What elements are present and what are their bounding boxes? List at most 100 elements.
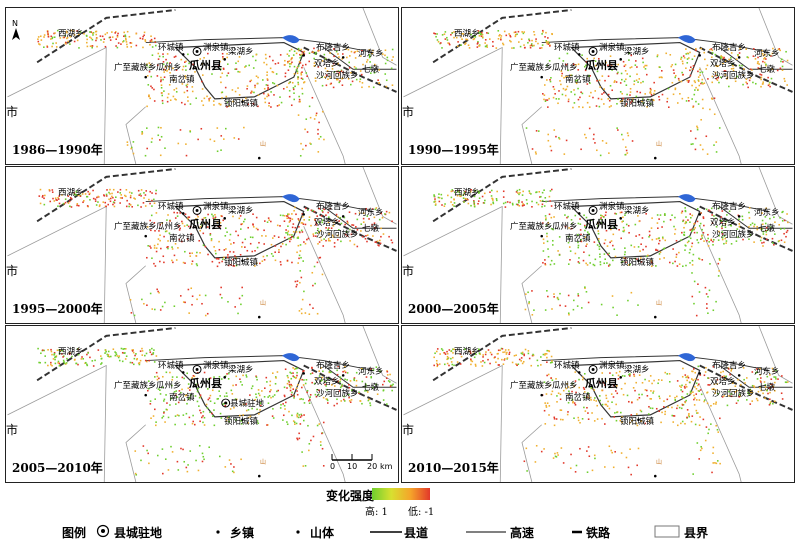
- period-label: 2000—2005年: [408, 302, 499, 316]
- county-seat-symbol-icon: [96, 524, 110, 541]
- legend-boundary: 县界: [684, 526, 709, 540]
- place-buxiang: 布隆吉乡: [316, 202, 351, 212]
- place-yuanquan: 渊泉镇: [599, 43, 625, 53]
- ramp-title: 变化强度: [326, 489, 375, 503]
- place-guangzhi: 广至藏族乡: [510, 222, 553, 232]
- place-nanchi: 南岔镇: [565, 75, 591, 85]
- map-canvas: [403, 8, 793, 164]
- period-label: 1995—2000年: [12, 302, 103, 316]
- place-guazhou-xiang: 瓜州乡: [552, 381, 578, 391]
- legend-county-seat: 县城驻地: [114, 526, 163, 540]
- period-label: 2005—2010年: [12, 461, 103, 475]
- place-xihu: 西湖乡: [58, 188, 84, 198]
- map-panel-3: 西湖乡 环城镇 渊泉镇 梁湖乡 广至藏族乡 瓜州乡 瓜州县 南岔镇 布隆吉乡 河东乡 双塔乡 沙河回族…: [5, 166, 399, 324]
- svg-text:N: N: [12, 19, 18, 28]
- place-shuangta: 双塔乡: [314, 377, 340, 387]
- place-shuangta: 双塔乡: [710, 377, 736, 387]
- place-guangzhi: 广至藏族乡: [114, 63, 157, 73]
- place-lianghu: 梁湖乡: [624, 365, 650, 375]
- place-shuangta: 双塔乡: [710, 218, 736, 228]
- legend-highway: 高速: [510, 526, 535, 540]
- place-shi: 市: [6, 105, 19, 119]
- place-shi: 市: [402, 105, 415, 119]
- place-suoyang: 锁阳城镇: [620, 417, 655, 427]
- place-hedong: 河东乡: [358, 49, 384, 59]
- place-nanchi: 南岔镇: [565, 393, 591, 403]
- scale-tick-0: 0: [330, 462, 336, 471]
- place-shuangta: 双塔乡: [710, 59, 736, 69]
- scale-tick-20: 20: [367, 462, 378, 471]
- place-buxiang: 布隆吉乡: [316, 361, 351, 371]
- map-panel-1: 西湖乡 环城镇 渊泉镇 梁湖乡 广至藏族乡 瓜州乡 瓜州县 南岔镇 布隆吉乡 河东乡 双塔乡 沙河回族…: [5, 7, 399, 165]
- place-suoyang: 锁阳城镇: [620, 258, 655, 268]
- place-xihu: 西湖乡: [454, 347, 480, 357]
- mountain-label: 山: [260, 459, 267, 466]
- boundary-symbol-icon: [654, 524, 680, 541]
- place-nanchi: 南岔镇: [565, 234, 591, 244]
- county-seat-label: 县城驻地: [230, 399, 265, 409]
- place-shuangta: 双塔乡: [314, 59, 340, 69]
- place-shi: 市: [402, 264, 415, 278]
- place-hedong: 河东乡: [358, 208, 384, 218]
- place-huancheng: 环城镇: [554, 202, 580, 212]
- legend-railway: 铁路: [586, 526, 611, 540]
- place-buxiang: 布隆吉乡: [712, 361, 747, 371]
- place-lianghu: 梁湖乡: [624, 206, 650, 216]
- place-shahe: 沙河回族乡: [316, 389, 359, 399]
- place-buxiang: 布隆吉乡: [316, 43, 351, 53]
- place-lianghu: 梁湖乡: [228, 47, 254, 57]
- place-nanchi: 南岔镇: [169, 393, 195, 403]
- place-guazhou-xiang: 瓜州乡: [156, 63, 182, 73]
- place-guangzhi: 广至藏族乡: [114, 222, 157, 232]
- place-buxiang: 布隆吉乡: [712, 43, 747, 53]
- place-lianghu: 梁湖乡: [228, 365, 254, 375]
- mountain-label: 山: [260, 300, 267, 307]
- ramp-high-label: 高: 1: [365, 507, 388, 518]
- place-suoyang: 锁阳城镇: [620, 99, 655, 109]
- place-suoyang: 锁阳城镇: [224, 99, 259, 109]
- mountain-label: 山: [656, 141, 663, 148]
- place-xigou: 七墩: [758, 224, 776, 234]
- map-panel-4: 西湖乡 环城镇 渊泉镇 梁湖乡 广至藏族乡 瓜州乡 瓜州县 南岔镇 布隆吉乡 河东乡 双塔乡 沙河回族…: [401, 166, 795, 324]
- scale-bar: 0 10 20 km: [330, 452, 392, 471]
- place-guangzhi: 广至藏族乡: [510, 381, 553, 391]
- place-suoyang: 锁阳城镇: [224, 258, 259, 268]
- map-canvas: [7, 167, 397, 323]
- place-huancheng: 环城镇: [554, 43, 580, 53]
- place-yuanquan: 渊泉镇: [599, 361, 625, 371]
- period-label: 2010—2015年: [408, 461, 499, 475]
- mountain-label: 山: [656, 459, 663, 466]
- map-canvas: [7, 326, 397, 482]
- place-xigou: 七墩: [758, 65, 776, 75]
- map-canvas: [7, 8, 397, 164]
- place-lianghu: 梁湖乡: [228, 206, 254, 216]
- place-guazhou-county: 瓜州县: [189, 59, 222, 72]
- place-shahe: 沙河回族乡: [712, 71, 755, 81]
- place-guangzhi: 广至藏族乡: [510, 63, 553, 73]
- north-arrow-icon: N: [10, 18, 24, 42]
- place-shahe: 沙河回族乡: [316, 230, 359, 240]
- place-guazhou-xiang: 瓜州乡: [552, 63, 578, 73]
- map-canvas: [403, 167, 793, 323]
- place-yuanquan: 渊泉镇: [203, 43, 229, 53]
- place-huancheng: 环城镇: [158, 202, 184, 212]
- place-shi: 市: [6, 264, 19, 278]
- county-road-symbol-icon: [370, 524, 402, 541]
- place-xigou: 七墩: [362, 65, 380, 75]
- map-panel-5: 西湖乡 环城镇 渊泉镇 梁湖乡 广至藏族乡 瓜州乡 瓜州县 南岔镇 布隆吉乡 河东乡 双塔乡 沙河回族…: [5, 325, 399, 483]
- place-xihu: 西湖乡: [454, 29, 480, 39]
- place-guangzhi: 广至藏族乡: [114, 381, 157, 391]
- railway-symbol-icon: [570, 524, 584, 541]
- place-shahe: 沙河回族乡: [316, 71, 359, 81]
- scale-tick-10: 10: [347, 462, 358, 471]
- place-guazhou-xiang: 瓜州乡: [552, 222, 578, 232]
- place-nanchi: 南岔镇: [169, 234, 195, 244]
- scale-unit: km: [380, 462, 393, 471]
- place-shi: 市: [6, 423, 19, 437]
- place-huancheng: 环城镇: [158, 43, 184, 53]
- place-hedong: 河东乡: [358, 367, 384, 377]
- place-guazhou-county: 瓜州县: [585, 377, 618, 390]
- map-panel-6: 西湖乡 环城镇 渊泉镇 梁湖乡 广至藏族乡 瓜州乡 瓜州县 南岔镇 布隆吉乡 河东乡 双塔乡 沙河回族…: [401, 325, 795, 483]
- place-yuanquan: 渊泉镇: [203, 202, 229, 212]
- place-guazhou-county: 瓜州县: [585, 218, 618, 231]
